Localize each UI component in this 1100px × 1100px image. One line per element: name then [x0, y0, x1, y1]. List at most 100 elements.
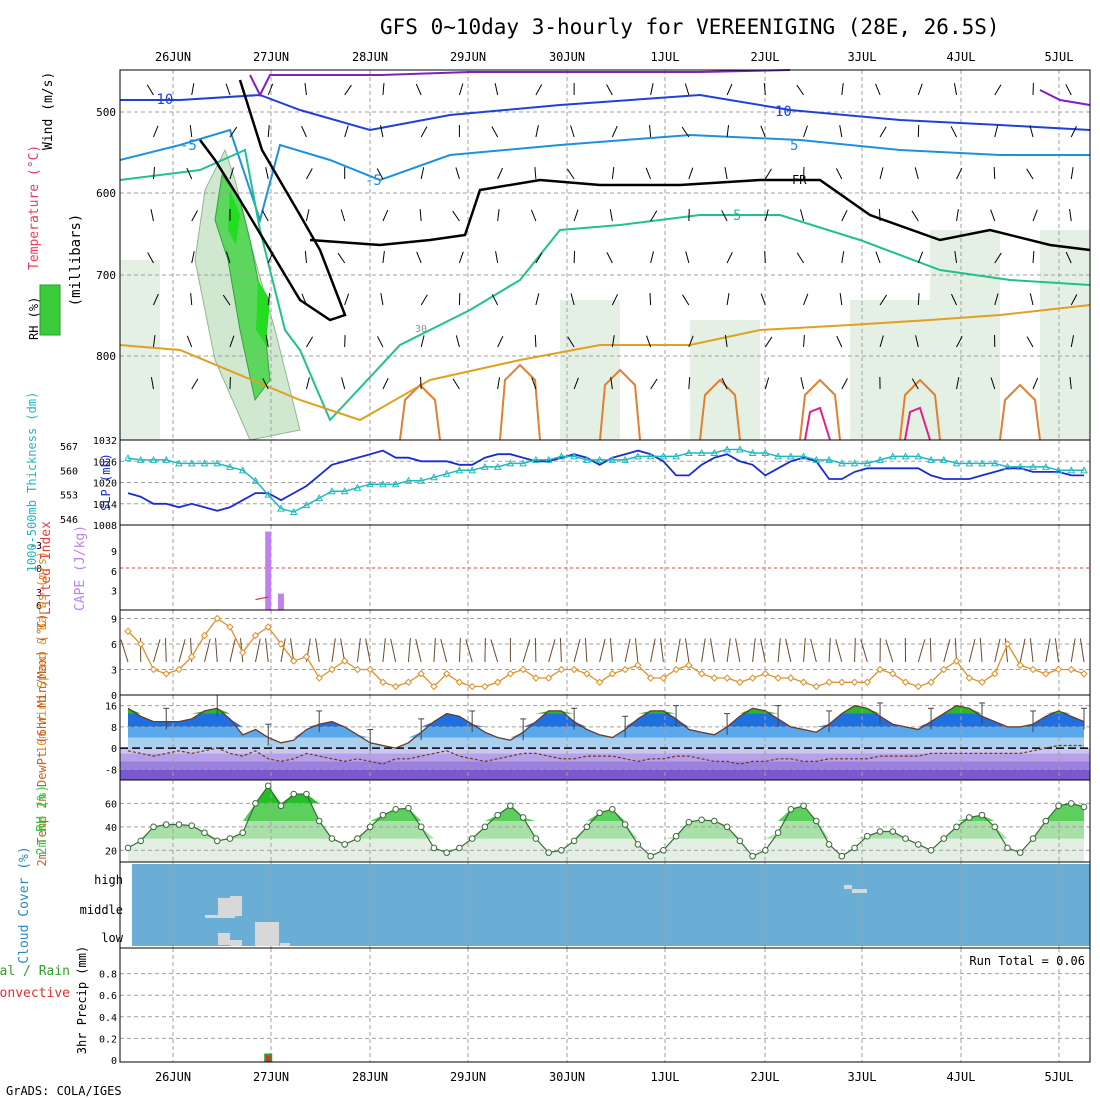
rh-line — [127, 784, 1085, 857]
wind-barb-10m — [634, 638, 639, 663]
wind-barb — [764, 168, 772, 180]
wind-barb — [611, 167, 615, 180]
wind-barb — [382, 209, 389, 222]
wind-barb-10m — [650, 638, 656, 663]
wind-barb-10m — [584, 638, 588, 663]
wind-barb — [953, 83, 958, 96]
date-tick-bottom: 2JUL — [751, 1070, 780, 1084]
rh-marker — [762, 846, 769, 854]
wind-speed-marker — [863, 678, 872, 686]
thickness-marker — [799, 452, 808, 460]
wind-speed-marker — [251, 631, 260, 640]
thickness-marker — [876, 455, 884, 463]
thickness-marker — [939, 455, 948, 463]
wind-barb — [611, 293, 619, 306]
dewpt-line — [127, 744, 1084, 765]
wind-barb — [836, 335, 843, 348]
thickness-marker — [404, 476, 413, 484]
temp-label: Temperature (°C) — [27, 145, 42, 270]
wind-speed-marker — [799, 678, 808, 686]
wind-barb — [879, 126, 887, 138]
temp-contour-15 — [699, 378, 741, 441]
thickness-marker — [850, 459, 859, 467]
cloud-block — [255, 922, 279, 946]
wind-barb — [956, 167, 963, 180]
wind-barb — [267, 125, 270, 138]
contour-label: 30 — [415, 324, 427, 335]
wind-barb — [452, 378, 460, 390]
wind-barb-10m — [458, 638, 461, 663]
thickness-marker — [621, 455, 629, 463]
rh-marker — [1067, 800, 1075, 807]
wind-barb — [1029, 125, 1034, 138]
wind-barb — [1032, 377, 1039, 390]
wind-barb — [839, 293, 843, 306]
wind-barb-10m — [229, 638, 236, 663]
rh-marker — [609, 805, 616, 813]
wind-barb-10m — [803, 638, 806, 663]
rh-marker — [481, 823, 489, 831]
wind-barb — [573, 377, 579, 390]
thickness-marker — [213, 459, 222, 467]
rh-marker — [456, 844, 463, 852]
thickness-marker — [990, 459, 999, 467]
wind-barb-10m — [709, 638, 715, 663]
rh-marker — [889, 828, 897, 835]
rh-marker — [252, 800, 259, 807]
rh-shade-low — [930, 230, 1000, 440]
rh-legend-swatch — [39, 284, 61, 336]
wind-speed-marker — [927, 678, 935, 686]
wind-barb — [534, 334, 537, 348]
rh-marker — [379, 811, 387, 819]
thickness-marker — [557, 452, 566, 460]
wind-barb-10m — [1070, 638, 1076, 663]
thickness-marker — [1029, 462, 1037, 470]
wind-speed-marker — [557, 665, 566, 674]
wind-speed-marker — [761, 670, 770, 678]
rh-marker — [315, 817, 323, 825]
wind-barb — [225, 83, 231, 96]
y-tick-li: -3 — [30, 541, 42, 552]
wind-barb — [380, 293, 384, 306]
footer-credit: GrADS: COLA/IGES — [6, 1084, 122, 1098]
wind-barb — [491, 294, 499, 306]
y-tick-wind: 9 — [111, 615, 117, 626]
rh-marker — [354, 835, 361, 842]
wind-barb-10m — [1045, 638, 1051, 663]
rh-marker — [965, 814, 973, 821]
rh-marker — [124, 844, 132, 852]
wind-barb — [153, 293, 159, 306]
wind-speed-marker — [646, 674, 655, 682]
wind-barb — [721, 210, 728, 222]
rh-marker — [838, 852, 846, 860]
wind-speed-marker — [723, 674, 731, 682]
thickness-marker — [608, 455, 617, 463]
rh-marker — [494, 811, 501, 819]
wind-barb — [990, 377, 996, 390]
wind-barb — [1070, 125, 1077, 138]
wind-speed-marker — [340, 657, 349, 665]
wind-speed-marker — [302, 653, 311, 661]
wind-barb — [337, 252, 346, 264]
wind-barb — [570, 125, 575, 138]
cloud-block — [844, 885, 852, 889]
wind-barb — [573, 209, 579, 222]
cape-bar — [265, 531, 272, 610]
wind-barb — [497, 209, 500, 222]
thickness-marker — [200, 459, 209, 467]
thickness-marker — [277, 504, 285, 512]
temp-contour-minus15 — [249, 69, 791, 98]
wind-barb — [956, 209, 959, 222]
contour-label: -5 — [365, 173, 382, 189]
rh-marker — [239, 829, 247, 837]
thickness-marker — [723, 445, 731, 453]
wind-barb — [379, 125, 384, 138]
cloud-block — [280, 943, 290, 946]
wind-barb — [1065, 84, 1072, 96]
cloud-block — [852, 889, 867, 893]
wind-barb — [1032, 250, 1035, 264]
wind-speed-marker — [468, 682, 476, 691]
wind-barb-10m — [331, 638, 336, 663]
rh-marker — [864, 832, 871, 840]
date-tick-top: 3JUL — [848, 50, 877, 64]
